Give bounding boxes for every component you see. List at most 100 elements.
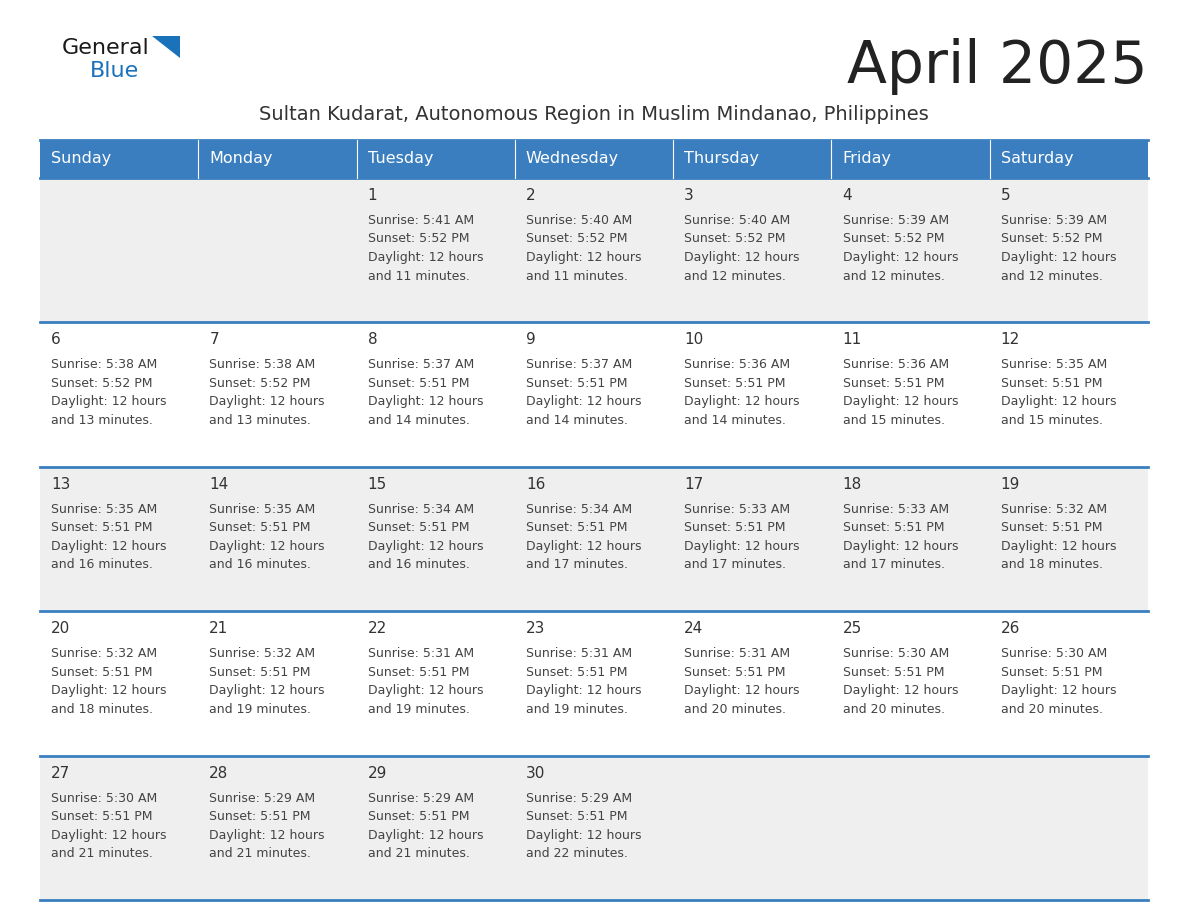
Text: Wednesday: Wednesday xyxy=(526,151,619,166)
Text: and 15 minutes.: and 15 minutes. xyxy=(842,414,944,427)
Text: 13: 13 xyxy=(51,476,70,492)
Bar xyxy=(40,611,1148,756)
Text: and 12 minutes.: and 12 minutes. xyxy=(684,270,786,283)
Bar xyxy=(356,140,514,178)
Text: and 19 minutes.: and 19 minutes. xyxy=(526,702,627,716)
Text: and 21 minutes.: and 21 minutes. xyxy=(51,847,153,860)
Text: Sunrise: 5:35 AM: Sunrise: 5:35 AM xyxy=(209,503,316,516)
Text: Sunset: 5:51 PM: Sunset: 5:51 PM xyxy=(367,666,469,678)
Text: 5: 5 xyxy=(1000,188,1011,203)
Text: Daylight: 12 hours: Daylight: 12 hours xyxy=(209,540,324,553)
Text: 23: 23 xyxy=(526,621,545,636)
Text: Sunset: 5:51 PM: Sunset: 5:51 PM xyxy=(1000,666,1102,678)
Text: Daylight: 12 hours: Daylight: 12 hours xyxy=(526,251,642,264)
Text: Sunset: 5:51 PM: Sunset: 5:51 PM xyxy=(842,377,944,390)
Text: 6: 6 xyxy=(51,332,61,347)
Text: Sunset: 5:51 PM: Sunset: 5:51 PM xyxy=(51,521,152,534)
Text: 17: 17 xyxy=(684,476,703,492)
Text: Sunrise: 5:32 AM: Sunrise: 5:32 AM xyxy=(1000,503,1107,516)
Text: Daylight: 12 hours: Daylight: 12 hours xyxy=(684,684,800,697)
Text: 18: 18 xyxy=(842,476,861,492)
Text: Daylight: 12 hours: Daylight: 12 hours xyxy=(367,396,484,409)
Bar xyxy=(990,140,1148,178)
Text: Sunset: 5:51 PM: Sunset: 5:51 PM xyxy=(209,521,311,534)
Text: Daylight: 12 hours: Daylight: 12 hours xyxy=(526,396,642,409)
Text: and 21 minutes.: and 21 minutes. xyxy=(209,847,311,860)
Text: Daylight: 12 hours: Daylight: 12 hours xyxy=(367,540,484,553)
Text: 26: 26 xyxy=(1000,621,1020,636)
Text: Saturday: Saturday xyxy=(1000,151,1074,166)
Text: 8: 8 xyxy=(367,332,378,347)
Text: Daylight: 12 hours: Daylight: 12 hours xyxy=(367,251,484,264)
Text: Sunset: 5:51 PM: Sunset: 5:51 PM xyxy=(526,810,627,823)
Text: Sunset: 5:51 PM: Sunset: 5:51 PM xyxy=(51,666,152,678)
Text: Daylight: 12 hours: Daylight: 12 hours xyxy=(51,540,166,553)
Text: Sunset: 5:51 PM: Sunset: 5:51 PM xyxy=(1000,377,1102,390)
Text: Sunrise: 5:34 AM: Sunrise: 5:34 AM xyxy=(526,503,632,516)
Text: Daylight: 12 hours: Daylight: 12 hours xyxy=(842,540,958,553)
Text: April 2025: April 2025 xyxy=(847,38,1148,95)
Text: and 16 minutes.: and 16 minutes. xyxy=(367,558,469,571)
Text: Daylight: 12 hours: Daylight: 12 hours xyxy=(51,829,166,842)
Text: Sunrise: 5:36 AM: Sunrise: 5:36 AM xyxy=(684,358,790,372)
Text: and 20 minutes.: and 20 minutes. xyxy=(1000,702,1102,716)
Text: Blue: Blue xyxy=(90,61,139,81)
Text: Daylight: 12 hours: Daylight: 12 hours xyxy=(1000,540,1117,553)
Text: and 12 minutes.: and 12 minutes. xyxy=(1000,270,1102,283)
Text: Daylight: 12 hours: Daylight: 12 hours xyxy=(1000,251,1117,264)
Text: Daylight: 12 hours: Daylight: 12 hours xyxy=(209,396,324,409)
Text: and 19 minutes.: and 19 minutes. xyxy=(209,702,311,716)
Text: Sunrise: 5:33 AM: Sunrise: 5:33 AM xyxy=(684,503,790,516)
Bar xyxy=(40,140,198,178)
Text: 1: 1 xyxy=(367,188,378,203)
Text: 2: 2 xyxy=(526,188,536,203)
Text: 7: 7 xyxy=(209,332,219,347)
Text: Sunset: 5:51 PM: Sunset: 5:51 PM xyxy=(367,377,469,390)
Text: Sunrise: 5:39 AM: Sunrise: 5:39 AM xyxy=(842,214,949,227)
Text: Sunrise: 5:31 AM: Sunrise: 5:31 AM xyxy=(526,647,632,660)
Text: Sunset: 5:51 PM: Sunset: 5:51 PM xyxy=(526,521,627,534)
Text: Thursday: Thursday xyxy=(684,151,759,166)
Text: Sunrise: 5:37 AM: Sunrise: 5:37 AM xyxy=(367,358,474,372)
Text: 28: 28 xyxy=(209,766,228,780)
Text: Sunrise: 5:32 AM: Sunrise: 5:32 AM xyxy=(209,647,316,660)
Text: and 22 minutes.: and 22 minutes. xyxy=(526,847,627,860)
Text: and 14 minutes.: and 14 minutes. xyxy=(684,414,786,427)
Text: Friday: Friday xyxy=(842,151,891,166)
Text: Sunset: 5:51 PM: Sunset: 5:51 PM xyxy=(367,810,469,823)
Text: 20: 20 xyxy=(51,621,70,636)
Text: Daylight: 12 hours: Daylight: 12 hours xyxy=(684,540,800,553)
Text: and 18 minutes.: and 18 minutes. xyxy=(1000,558,1102,571)
Bar xyxy=(832,140,990,178)
Text: Sunrise: 5:38 AM: Sunrise: 5:38 AM xyxy=(51,358,157,372)
Text: Sunrise: 5:35 AM: Sunrise: 5:35 AM xyxy=(51,503,157,516)
Text: and 17 minutes.: and 17 minutes. xyxy=(684,558,786,571)
Text: Sunrise: 5:31 AM: Sunrise: 5:31 AM xyxy=(684,647,790,660)
Bar xyxy=(40,756,1148,900)
Text: Daylight: 12 hours: Daylight: 12 hours xyxy=(684,396,800,409)
Text: Sunset: 5:52 PM: Sunset: 5:52 PM xyxy=(842,232,944,245)
Text: 15: 15 xyxy=(367,476,387,492)
Text: 24: 24 xyxy=(684,621,703,636)
Text: Sunset: 5:51 PM: Sunset: 5:51 PM xyxy=(1000,521,1102,534)
Text: and 20 minutes.: and 20 minutes. xyxy=(684,702,786,716)
Text: Sunrise: 5:29 AM: Sunrise: 5:29 AM xyxy=(367,791,474,804)
Text: Sunrise: 5:41 AM: Sunrise: 5:41 AM xyxy=(367,214,474,227)
Text: and 11 minutes.: and 11 minutes. xyxy=(526,270,627,283)
Text: Sunrise: 5:30 AM: Sunrise: 5:30 AM xyxy=(842,647,949,660)
Text: Sunset: 5:51 PM: Sunset: 5:51 PM xyxy=(684,666,785,678)
Text: 10: 10 xyxy=(684,332,703,347)
Text: and 17 minutes.: and 17 minutes. xyxy=(842,558,944,571)
Text: Sunset: 5:51 PM: Sunset: 5:51 PM xyxy=(842,521,944,534)
Text: Sunrise: 5:40 AM: Sunrise: 5:40 AM xyxy=(526,214,632,227)
Text: Daylight: 12 hours: Daylight: 12 hours xyxy=(526,829,642,842)
Text: Sultan Kudarat, Autonomous Region in Muslim Mindanao, Philippines: Sultan Kudarat, Autonomous Region in Mus… xyxy=(259,105,929,124)
Text: Sunset: 5:51 PM: Sunset: 5:51 PM xyxy=(209,666,311,678)
Text: Sunrise: 5:37 AM: Sunrise: 5:37 AM xyxy=(526,358,632,372)
Text: 3: 3 xyxy=(684,188,694,203)
Text: Sunset: 5:52 PM: Sunset: 5:52 PM xyxy=(526,232,627,245)
Text: and 11 minutes.: and 11 minutes. xyxy=(367,270,469,283)
Text: 12: 12 xyxy=(1000,332,1020,347)
Text: Daylight: 12 hours: Daylight: 12 hours xyxy=(209,829,324,842)
Text: Daylight: 12 hours: Daylight: 12 hours xyxy=(367,684,484,697)
